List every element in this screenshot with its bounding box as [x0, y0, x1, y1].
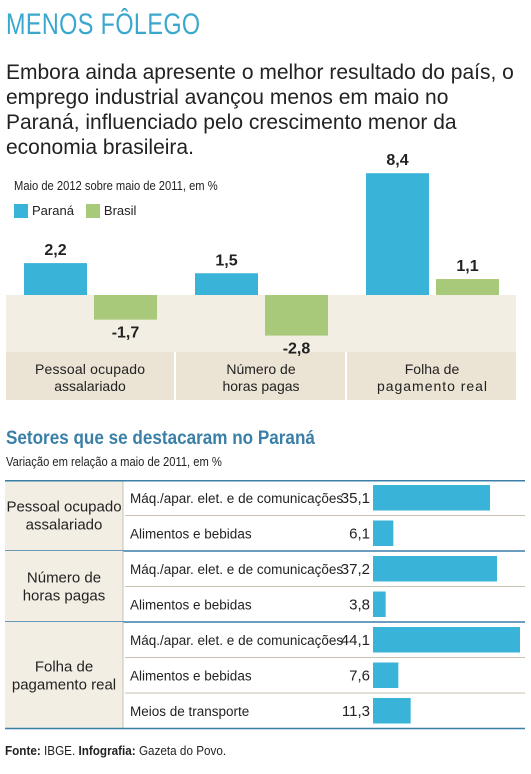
sector-value: 35,1 — [341, 490, 370, 507]
lede-text: Embora ainda apresente o melhor resultad… — [6, 61, 514, 159]
legend-label-brasil: Brasil — [103, 203, 137, 218]
bar-value-label: -2,8 — [283, 341, 311, 358]
category-label: pagamento real — [377, 378, 487, 394]
sector-value: 44,1 — [341, 632, 370, 649]
footer-source-label: Fonte: — [5, 743, 41, 758]
group-label-cell — [5, 551, 123, 622]
sector-bar — [373, 627, 520, 653]
group-label-cell — [5, 480, 123, 551]
group-label: Pessoal ocupado — [6, 499, 121, 516]
sector-bar — [373, 556, 497, 582]
bar-parana — [24, 263, 87, 295]
sector-value: 3,8 — [349, 597, 370, 614]
group-label-cell — [5, 622, 123, 729]
sector-bar — [373, 485, 490, 511]
chart-band-upper — [6, 295, 516, 352]
chart-legend: Paraná Brasil — [14, 203, 148, 218]
sector-value: 11,3 — [342, 703, 370, 720]
sector-name: Máq./apar. elet. e de comunicações — [130, 562, 343, 577]
legend-swatch-parana — [14, 203, 28, 218]
legend-swatch-brasil — [85, 203, 100, 218]
group-label: Folha de — [35, 658, 93, 675]
section-subtitle: Variação em relação a maio de 2011, em % — [6, 454, 222, 469]
bar-value-label: 8,4 — [386, 152, 408, 169]
footer-credits: Fonte: IBGE. Infografia: Gazeta do Povo. — [5, 743, 226, 758]
group-label: assalariado — [26, 517, 103, 534]
bar-brasil — [436, 279, 499, 295]
sector-name: Meios de transporte — [130, 704, 249, 719]
group-label: horas pagas — [23, 588, 106, 605]
legend-label-parana: Paraná — [32, 203, 74, 218]
category-label: Folha de — [405, 361, 460, 377]
category-label: assalariado — [54, 378, 126, 394]
sector-name: Máq./apar. elet. e de comunicações — [130, 633, 343, 648]
sector-name: Alimentos e bebidas — [130, 598, 252, 613]
page-title: MENOS FÔLEGO — [6, 8, 201, 41]
bar-value-label: -1,7 — [112, 325, 140, 342]
chart-subtitle: Maio de 2012 sobre maio de 2011, em % — [14, 178, 218, 193]
category-label: horas pagas — [222, 378, 299, 394]
bar-parana — [195, 273, 258, 295]
group-label: Número de — [27, 570, 101, 587]
bar-brasil — [265, 295, 328, 336]
bar-parana — [366, 173, 429, 295]
sector-bar — [373, 662, 399, 688]
sector-value: 37,2 — [341, 561, 370, 578]
section-title: Setores que se destacaram no Paraná — [6, 428, 315, 449]
category-label: Número de — [226, 361, 295, 377]
sector-bar — [373, 698, 411, 724]
sector-name: Máq./apar. elet. e de comunicações — [130, 491, 343, 506]
sector-bar — [373, 591, 386, 617]
sector-value: 7,6 — [349, 668, 370, 685]
sector-name: Alimentos e bebidas — [130, 669, 252, 684]
sector-bar — [373, 520, 394, 546]
footer-source: IBGE. — [44, 743, 76, 758]
footer-infographic: Gazeta do Povo. — [138, 743, 227, 758]
chart-band-category — [6, 352, 516, 400]
sector-value: 6,1 — [349, 526, 370, 543]
group-label: pagamento real — [12, 676, 116, 693]
sector-name: Alimentos e bebidas — [130, 527, 252, 542]
bar-value-label: 1,5 — [215, 252, 237, 269]
bar-value-label: 1,1 — [456, 258, 478, 275]
bar-value-label: 2,2 — [44, 242, 66, 259]
legend-item-parana: Paraná — [14, 203, 74, 218]
legend-item-brasil: Brasil — [85, 203, 137, 218]
bar-brasil — [94, 295, 157, 320]
category-label: Pessoal ocupado — [35, 361, 145, 377]
footer-infographic-label: Infografia: — [78, 743, 136, 758]
